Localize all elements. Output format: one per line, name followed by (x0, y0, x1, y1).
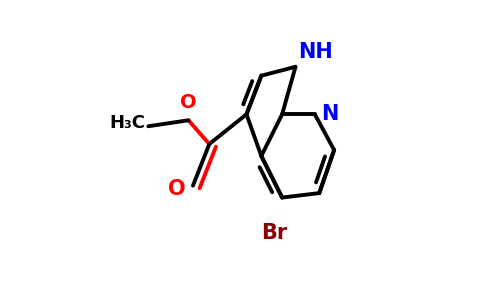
Text: NH: NH (299, 42, 333, 62)
Text: H₃C: H₃C (109, 114, 145, 132)
Text: Br: Br (261, 223, 288, 243)
Text: O: O (168, 178, 185, 199)
Text: N: N (321, 104, 339, 124)
Text: O: O (180, 93, 197, 112)
